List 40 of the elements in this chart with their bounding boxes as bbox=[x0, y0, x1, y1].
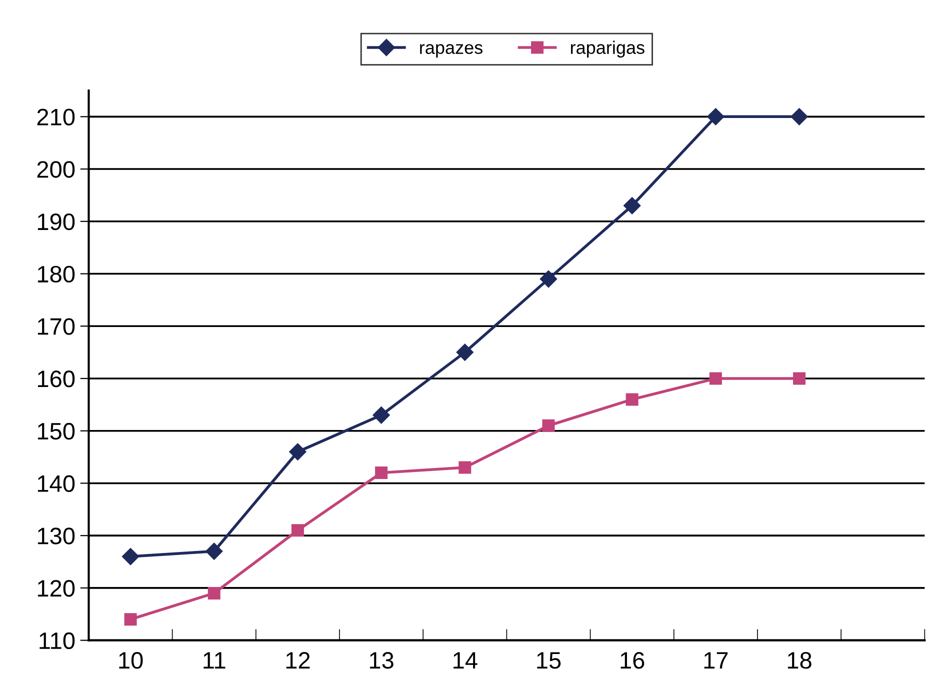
legend-label: raparigas bbox=[570, 40, 644, 58]
y-tick-label: 130 bbox=[38, 528, 75, 544]
point bbox=[626, 393, 638, 406]
legend-label: rapazes bbox=[420, 44, 482, 58]
point bbox=[456, 344, 474, 361]
y-tick-label: 180 bbox=[38, 266, 75, 283]
x-tick-label: 14 bbox=[454, 652, 478, 669]
y-tick-label: 150 bbox=[38, 422, 75, 440]
point bbox=[793, 372, 806, 385]
point bbox=[790, 108, 808, 126]
x-tick-label: 15 bbox=[537, 652, 561, 669]
x-tick-label: 12 bbox=[286, 652, 310, 669]
point bbox=[206, 542, 223, 560]
x-tick-label: 10 bbox=[119, 652, 143, 669]
x-tick-label: 18 bbox=[788, 652, 812, 669]
y-tick-label: 170 bbox=[38, 318, 75, 335]
point bbox=[208, 586, 220, 600]
point bbox=[709, 372, 722, 385]
point bbox=[124, 613, 137, 626]
point bbox=[372, 406, 390, 424]
point bbox=[624, 197, 641, 214]
point bbox=[291, 524, 304, 537]
point bbox=[375, 466, 388, 479]
point bbox=[542, 419, 555, 432]
x-tick-label: 13 bbox=[370, 652, 394, 669]
point bbox=[122, 548, 140, 566]
y-tick-label: 160 bbox=[38, 370, 75, 388]
y-tick-label: 190 bbox=[38, 213, 75, 230]
y-tick-label: 110 bbox=[40, 632, 75, 650]
x-tick-label: 17 bbox=[704, 652, 728, 669]
x-tick-label: 16 bbox=[620, 652, 644, 669]
point bbox=[707, 108, 724, 126]
y-tick-label: 200 bbox=[37, 161, 75, 178]
x-tick-label: 11 bbox=[204, 652, 226, 669]
y-tick-label: 120 bbox=[38, 580, 75, 597]
point bbox=[289, 443, 306, 460]
point bbox=[540, 270, 558, 288]
y-tick-label: 210 bbox=[37, 108, 75, 126]
y-tick-label: 140 bbox=[38, 475, 75, 492]
point bbox=[458, 461, 472, 474]
